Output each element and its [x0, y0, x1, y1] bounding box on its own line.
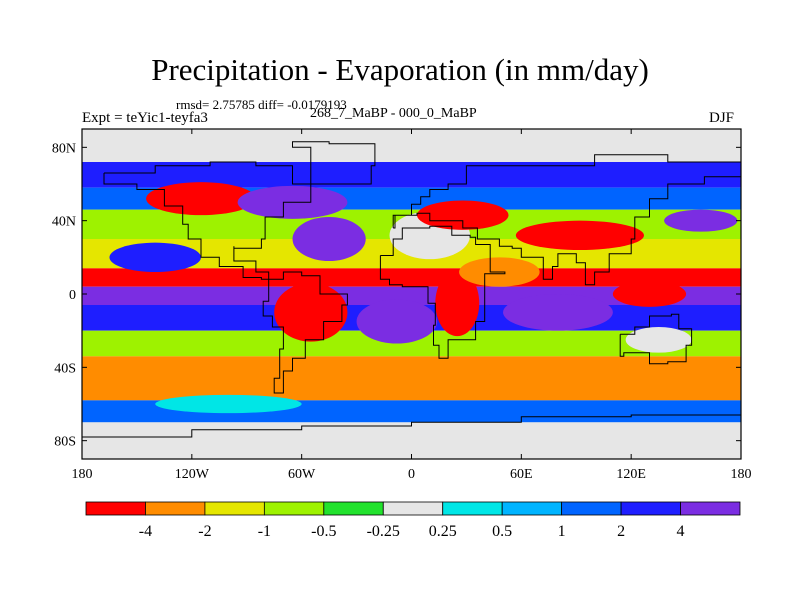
field-patch: [435, 270, 480, 337]
coastline: [103, 161, 312, 280]
field-patch: [146, 182, 256, 216]
coastline: [619, 313, 693, 365]
coastline: [292, 141, 376, 185]
coastline: [379, 225, 506, 359]
field-layer: [82, 129, 741, 459]
colorbar: -4 -2 -1 -0.5 -0.25 0.25 0.5 1 2 4: [85, 501, 741, 540]
field-patch: [109, 242, 201, 272]
field-patch: [515, 220, 644, 250]
y-tick-label: 40S: [54, 361, 76, 376]
colorbar-box: [382, 501, 444, 516]
colorbar-box: [323, 501, 384, 516]
x-tick-label: 0: [408, 467, 415, 482]
field-patch: [356, 299, 438, 344]
axis-layer: 180 120W 60W 0 60E 120E 180 80N 40N 0 40S 80S: [52, 129, 752, 482]
colorbar-label: 4: [677, 523, 685, 540]
field-patch: [612, 281, 687, 307]
colorbar-box: [145, 501, 206, 516]
colorbar-label: 2: [617, 523, 625, 540]
x-tick-label: 120W: [175, 467, 210, 482]
field-band: [82, 129, 741, 162]
colorbar-label: 0.25: [429, 523, 457, 540]
colorbar-box: [204, 501, 265, 516]
colorbar-label: -4: [139, 523, 152, 540]
colorbar-label: -0.25: [367, 523, 400, 540]
y-tick-label: 0: [69, 288, 76, 303]
field-patch: [503, 294, 613, 331]
chart-subtitle: rmsd= 2.75785 diff= -0.0179193: [176, 97, 347, 112]
colorbar-label: -2: [198, 523, 211, 540]
field-band: [82, 268, 741, 287]
colorbar-label: 0.5: [492, 523, 512, 540]
field-patch: [155, 394, 302, 414]
chart-title: Precipitation - Evaporation (in mm/day): [151, 52, 649, 87]
x-tick-label: 60W: [288, 467, 316, 482]
x-tick-label: 180: [731, 467, 752, 482]
x-tick-label: 60E: [510, 467, 533, 482]
y-tick-label: 40N: [52, 215, 76, 230]
field-patch: [664, 209, 738, 232]
colorbar-box: [85, 501, 146, 516]
field-patch: [625, 327, 692, 353]
x-tick-label: 180: [72, 467, 93, 482]
y-tick-label: 80N: [52, 141, 76, 156]
field-patch: [292, 217, 366, 261]
colorbar-label: -0.5: [311, 523, 336, 540]
colorbar-label: -1: [258, 523, 271, 540]
field-patch: [416, 200, 509, 230]
y-tick-label: 80S: [54, 435, 76, 450]
experiment-label: Expt = teYic1-teyfa3: [82, 110, 208, 126]
field-band: [82, 422, 741, 459]
colorbar-box: [263, 501, 325, 516]
colorbar-box: [501, 501, 563, 516]
field-patch: [338, 372, 540, 399]
colorbar-box: [442, 501, 503, 516]
season-label: DJF: [709, 110, 735, 126]
coastline-layer: [82, 141, 741, 459]
colorbar-label: 1: [558, 523, 566, 540]
field-patch: [274, 283, 348, 342]
colorbar-box: [680, 501, 741, 516]
coastline: [392, 154, 741, 286]
colorbar-box: [620, 501, 681, 516]
coastline: [82, 414, 741, 459]
period-label: 268_7_MaBP - 000_0_MaBP: [310, 106, 477, 121]
coastline: [262, 271, 348, 394]
colorbar-box: [561, 501, 622, 516]
x-tick-label: 120E: [616, 467, 646, 482]
